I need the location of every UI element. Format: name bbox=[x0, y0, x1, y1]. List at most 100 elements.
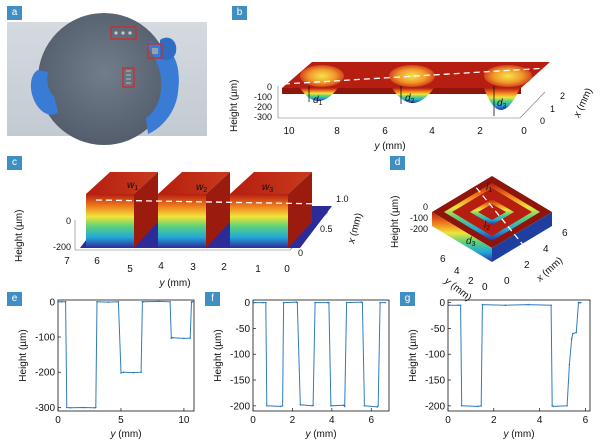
c-z-axis-label: Height (µm) bbox=[14, 210, 25, 262]
d-x-axis-label: x (mm) bbox=[534, 255, 565, 285]
c-z-tick: 0 bbox=[66, 216, 71, 226]
y-tick-label: -200 bbox=[230, 401, 250, 412]
data-point bbox=[140, 371, 142, 374]
width-label-w1: w1 bbox=[127, 180, 138, 192]
pit-2 bbox=[389, 65, 435, 87]
y-axis-label-e: Height (µm) bbox=[18, 329, 29, 381]
trench-side-left bbox=[432, 212, 492, 262]
c-z-axis: 0 -200 Height (µm) bbox=[14, 210, 71, 262]
x-axis-label-e: y (mm) bbox=[109, 429, 141, 440]
b-z-tick: -300 bbox=[254, 112, 272, 122]
b-z-axis: 0 -100 -200 -300 Height (µm) bbox=[229, 80, 272, 132]
y-tick-label: -50 bbox=[236, 324, 251, 335]
c-y-axis-label: y (mm) bbox=[158, 278, 190, 289]
data-point bbox=[345, 301, 348, 304]
data-point bbox=[342, 404, 345, 407]
x-tick-label: 10 bbox=[178, 415, 190, 426]
data-point bbox=[527, 303, 529, 306]
pit-region-box bbox=[110, 26, 137, 40]
b-z-tick: 0 bbox=[267, 82, 272, 92]
center-pillar bbox=[478, 204, 506, 220]
data-point bbox=[580, 301, 582, 304]
data-point bbox=[572, 332, 574, 335]
c-x-tick: 0.5 bbox=[320, 224, 333, 234]
y-tick-label: -200 bbox=[425, 401, 445, 412]
data-point bbox=[363, 405, 366, 407]
y-tick-label: -200 bbox=[35, 368, 55, 379]
data-point bbox=[122, 371, 125, 374]
x-tick-label: 0 bbox=[445, 415, 451, 426]
b-y-tick: 6 bbox=[382, 126, 388, 137]
data-point bbox=[551, 405, 553, 407]
plot-frame-e bbox=[57, 299, 195, 412]
data-point bbox=[191, 301, 194, 303]
d-z-tick: 0 bbox=[423, 202, 428, 212]
data-point bbox=[460, 405, 463, 407]
b-x-tick: 2 bbox=[560, 91, 565, 101]
data-point bbox=[190, 301, 193, 303]
data-point bbox=[253, 301, 255, 304]
b-y-tick: 8 bbox=[334, 126, 340, 137]
data-point bbox=[279, 405, 282, 408]
data-point bbox=[448, 304, 450, 307]
c-y-tick: 2 bbox=[221, 262, 227, 273]
data-point bbox=[343, 405, 346, 408]
wafer-photo bbox=[7, 13, 207, 145]
data-point bbox=[330, 405, 332, 407]
data-point bbox=[480, 405, 483, 407]
data-point bbox=[64, 301, 67, 303]
c-x-tick: 0 bbox=[298, 248, 303, 258]
depth-label-d3-d: d3 bbox=[466, 236, 476, 248]
data-point bbox=[96, 301, 98, 303]
d-x-tick: 0 bbox=[504, 276, 510, 287]
data-point bbox=[361, 301, 364, 304]
glove-thumb bbox=[160, 37, 177, 60]
data-point bbox=[170, 337, 173, 339]
data-point bbox=[566, 405, 568, 407]
y-tick-label: 0 bbox=[439, 298, 445, 309]
square-region-box bbox=[147, 43, 163, 59]
pit-1 bbox=[300, 65, 344, 87]
data-point bbox=[169, 301, 171, 303]
width-label-w2: w2 bbox=[196, 182, 207, 194]
depth-label-d1: d1 bbox=[313, 95, 323, 107]
x-tick-label: 4 bbox=[537, 415, 543, 426]
plot-frame-f bbox=[252, 299, 390, 412]
x-tick-label: 0 bbox=[55, 415, 61, 426]
c-y-tick: 1 bbox=[255, 264, 261, 275]
d-y-tick: 2 bbox=[468, 276, 474, 287]
data-point bbox=[477, 405, 479, 408]
data-point bbox=[57, 301, 60, 303]
surface-plot-b: d1 d2 d3 0 -100 -200 -300 Height (µm) 10… bbox=[229, 62, 595, 152]
data-point bbox=[312, 404, 314, 407]
d-z-tick: -200 bbox=[410, 224, 428, 234]
data-point bbox=[141, 301, 144, 303]
x-axis-label-g: y (mm) bbox=[502, 429, 534, 440]
panel-label-d: d bbox=[390, 156, 405, 170]
data-point bbox=[568, 363, 571, 366]
b-x-tick: 1 bbox=[550, 104, 555, 114]
data-point bbox=[314, 301, 316, 304]
data-point bbox=[575, 331, 578, 334]
data-point bbox=[457, 304, 460, 307]
data-point bbox=[296, 301, 299, 304]
c-y-axis: 7 6 5 4 3 2 1 0 y (mm) bbox=[64, 256, 290, 289]
width-label-w3: w3 bbox=[262, 182, 273, 194]
data-point bbox=[157, 300, 160, 303]
data-point bbox=[281, 405, 284, 407]
x-tick-label: 0 bbox=[250, 415, 256, 426]
data-point bbox=[550, 304, 552, 307]
y-axis-label-f: Height (µm) bbox=[213, 329, 224, 381]
data-point bbox=[262, 301, 264, 304]
b-y-axis: 10 8 6 4 2 0 y (mm) bbox=[283, 126, 527, 152]
d-y-axis: 6 4 2 0 y (mm) bbox=[440, 254, 488, 304]
data-point bbox=[266, 405, 268, 407]
data-point bbox=[171, 336, 174, 339]
c-y-tick: 0 bbox=[284, 264, 290, 275]
b-y-tick: 10 bbox=[283, 126, 295, 137]
data-point bbox=[578, 301, 581, 304]
panel-label-b: b bbox=[232, 6, 247, 20]
y-tick-label: -150 bbox=[425, 376, 445, 387]
length-label-l1: l1 bbox=[486, 182, 492, 194]
